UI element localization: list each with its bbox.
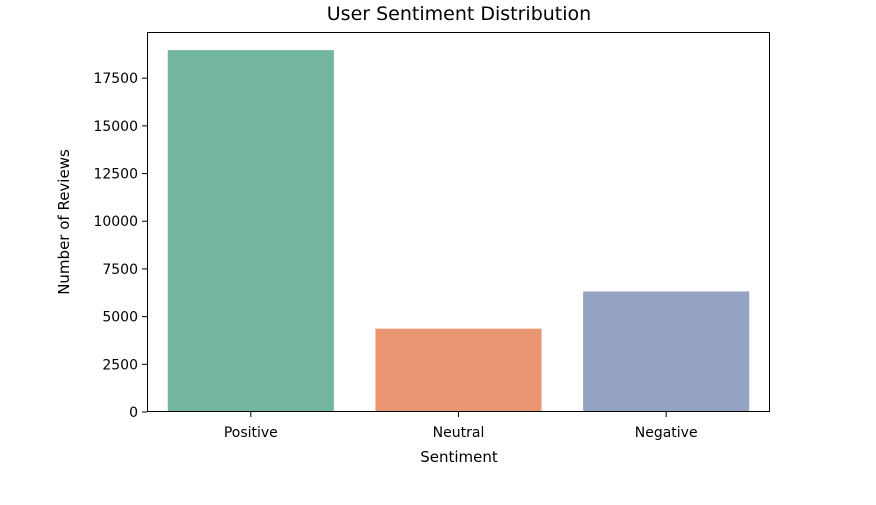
y-tick-label: 10000 [93,214,138,230]
bar-negative [583,291,750,412]
y-tick-label: 17500 [93,71,138,87]
chart-title: User Sentiment Distribution [327,3,591,25]
y-axis-ticks: 0 2500 5000 7500 10000 12500 15000 17500 [93,71,147,421]
y-tick-label: 0 [129,405,138,421]
y-axis-label: Number of Reviews [55,149,73,295]
x-axis-label: Sentiment [420,448,498,466]
x-tick-label: Negative [635,425,698,441]
bars-layer [167,50,750,412]
y-tick-label: 15000 [93,119,138,135]
y-tick-label: 7500 [102,262,138,278]
bar-neutral [375,328,542,412]
y-tick-label: 5000 [102,310,138,326]
y-tick-label: 12500 [93,167,138,183]
bar-positive [167,50,334,412]
x-tick-label: Positive [224,425,278,441]
y-tick-label: 2500 [102,357,138,373]
plot-frame [147,32,770,412]
x-tick-label: Neutral [433,425,485,441]
x-axis-ticks: Positive Neutral Negative [224,412,698,441]
